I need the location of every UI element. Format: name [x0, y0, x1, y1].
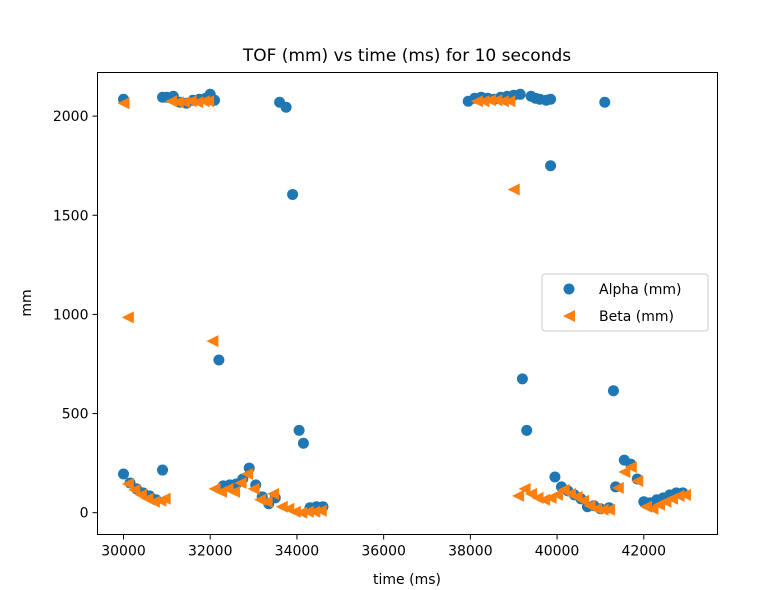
data-point	[280, 101, 292, 113]
data-point	[178, 96, 191, 109]
data-point	[496, 95, 509, 108]
data-point	[672, 489, 685, 502]
data-point	[618, 466, 631, 479]
data-point	[678, 488, 691, 501]
data-point	[157, 464, 169, 476]
data-point	[516, 373, 528, 385]
x-tick-label: 42000	[622, 544, 667, 560]
data-point	[490, 94, 503, 107]
data-point	[503, 95, 516, 108]
x-tick-label: 30000	[101, 544, 146, 560]
data-point	[521, 424, 533, 436]
data-point	[308, 505, 321, 518]
y-axis: 0 500 1000 1500 2000	[53, 109, 98, 522]
data-point	[507, 183, 520, 196]
data-point	[518, 482, 531, 495]
data-point	[202, 95, 215, 108]
x-tick-label: 40000	[535, 544, 580, 560]
legend-circle-marker	[563, 283, 575, 295]
data-point	[611, 481, 624, 494]
data-point	[228, 485, 241, 498]
y-tick-label: 1000	[53, 307, 89, 323]
data-point	[206, 335, 219, 348]
series-beta	[117, 94, 691, 519]
legend-triangle-marker	[563, 310, 575, 322]
data-point	[545, 160, 557, 172]
data-point	[165, 95, 178, 108]
plot-area	[117, 88, 691, 519]
chart-title: TOF (mm) vs time (ms) for 10 seconds	[242, 46, 571, 66]
data-point	[470, 95, 483, 108]
data-point	[603, 503, 616, 516]
data-point	[297, 437, 309, 449]
data-point	[477, 95, 490, 108]
data-point	[147, 495, 160, 508]
data-point	[577, 494, 590, 507]
x-axis: 30000 32000 34000 36000 38000 40000 42000	[101, 534, 667, 560]
data-point	[293, 424, 305, 436]
data-point	[549, 471, 561, 483]
x-tick-label: 32000	[188, 544, 233, 560]
data-point	[301, 505, 314, 518]
data-point	[241, 468, 254, 481]
data-point	[624, 461, 637, 474]
data-point	[483, 94, 496, 107]
y-tick-label: 1500	[53, 208, 89, 224]
data-point	[260, 495, 273, 508]
data-point	[514, 88, 526, 100]
data-point	[121, 477, 134, 490]
data-point	[184, 95, 197, 108]
data-point	[288, 505, 301, 518]
data-point	[314, 504, 327, 517]
data-point	[213, 354, 225, 366]
plot-frame	[97, 72, 718, 535]
legend: Alpha (mm) Beta (mm)	[541, 273, 709, 332]
y-tick-label: 0	[80, 506, 89, 522]
data-point	[607, 385, 619, 397]
x-tick-label: 36000	[361, 544, 406, 560]
data-point	[551, 488, 564, 501]
x-axis-label: time (ms)	[373, 572, 441, 588]
data-point	[118, 468, 130, 480]
data-point	[171, 96, 184, 109]
data-point	[191, 96, 204, 109]
y-tick-label: 2000	[53, 109, 89, 125]
data-point	[295, 506, 308, 519]
data-point	[596, 503, 609, 516]
legend-label: Alpha (mm)	[599, 282, 681, 298]
data-point	[512, 489, 525, 502]
legend-label: Beta (mm)	[599, 309, 674, 325]
x-tick-label: 38000	[448, 544, 493, 560]
data-point	[267, 487, 280, 500]
data-point	[247, 482, 260, 495]
y-axis-label: mm	[19, 289, 35, 316]
data-point	[631, 474, 644, 487]
data-point	[117, 97, 130, 110]
data-point	[158, 492, 171, 505]
data-point	[599, 96, 611, 108]
data-point	[545, 93, 557, 105]
data-point	[234, 476, 247, 489]
data-point	[121, 311, 134, 324]
data-point	[128, 483, 141, 496]
legend-box	[541, 273, 709, 332]
data-point	[287, 188, 299, 200]
x-tick-label: 34000	[275, 544, 320, 560]
y-tick-label: 500	[62, 407, 89, 423]
data-point	[590, 502, 603, 515]
